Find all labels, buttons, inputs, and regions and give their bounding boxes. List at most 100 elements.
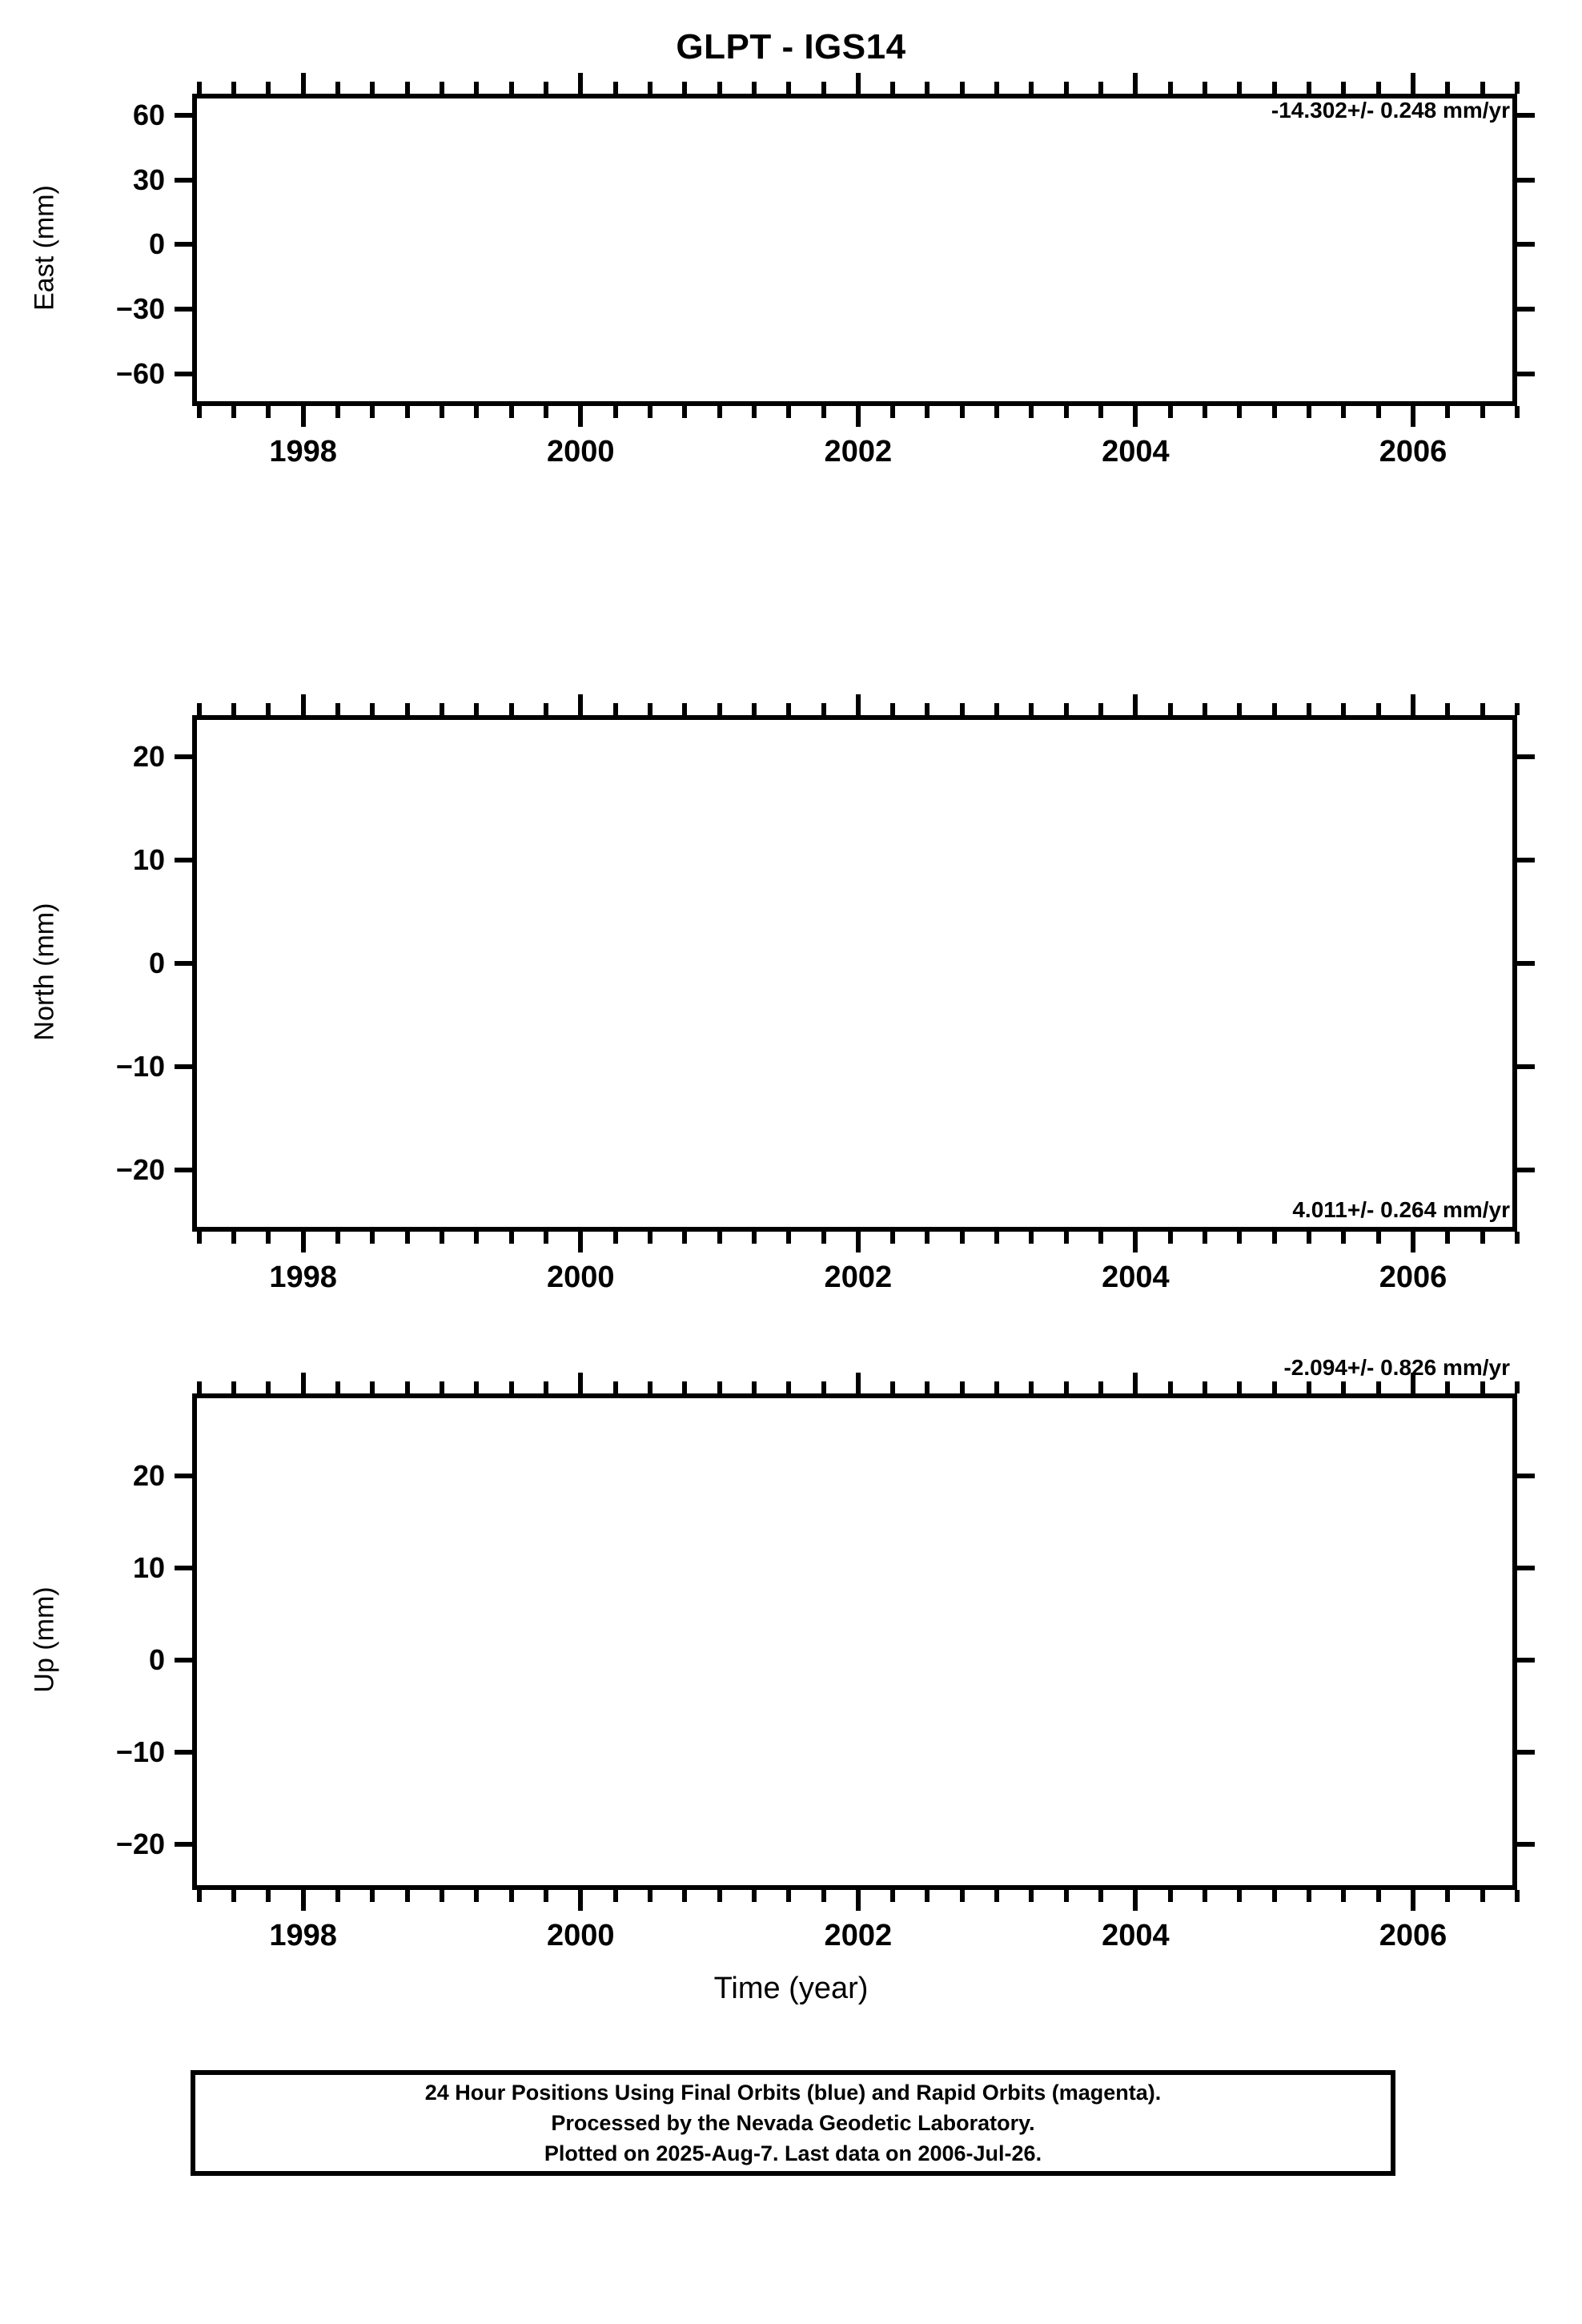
- xtick-mark-top-north: [994, 703, 1000, 715]
- xtick-mark-top-east: [231, 82, 236, 94]
- xtick-mark-up: [959, 1890, 965, 1902]
- xtick-mark-north: [543, 1232, 548, 1244]
- xtick-mark-up: [1480, 1890, 1485, 1902]
- xtick-mark-top-east: [370, 82, 375, 94]
- xtick-mark-east: [300, 406, 306, 427]
- xtick-mark-top-east: [1445, 82, 1451, 94]
- ytick-label-east: 0: [148, 227, 165, 261]
- xtick-mark-up: [404, 1890, 410, 1902]
- ytick-label-north: 0: [148, 946, 165, 979]
- xtick-mark-top-up: [647, 1381, 652, 1393]
- ytick-mark-right-up: [1517, 1657, 1535, 1663]
- xtick-mark-top-up: [439, 1381, 444, 1393]
- xtick-mark-east: [1063, 406, 1069, 418]
- xtick-mark-top-east: [335, 82, 340, 94]
- xtick-mark-up: [266, 1890, 271, 1902]
- xtick-mark-top-north: [1133, 694, 1138, 715]
- xtick-label-east: 2006: [1379, 435, 1447, 468]
- xtick-mark-top-north: [543, 703, 548, 715]
- xtick-mark-top-north: [647, 703, 652, 715]
- xtick-mark-top-up: [994, 1381, 1000, 1393]
- xtick-mark-top-north: [1307, 703, 1312, 715]
- xtick-mark-north: [1203, 1232, 1208, 1244]
- xtick-mark-east: [508, 406, 514, 418]
- xtick-mark-top-east: [682, 82, 688, 94]
- xtick-mark-up: [751, 1890, 757, 1902]
- xtick-mark-top-east: [751, 82, 757, 94]
- xtick-mark-east: [1098, 406, 1104, 418]
- xtick-mark-top-north: [786, 703, 792, 715]
- panel-up-frame: [192, 1393, 1517, 1890]
- xtick-mark-north: [1098, 1232, 1104, 1244]
- xtick-mark-up: [786, 1890, 792, 1902]
- xtick-label-up: 2000: [546, 1919, 615, 1952]
- xtick-mark-top-north: [1480, 703, 1485, 715]
- xtick-mark-east: [196, 406, 202, 418]
- xtick-mark-up: [1411, 1890, 1416, 1911]
- xtick-mark-top-up: [474, 1381, 480, 1393]
- xtick-mark-east: [890, 406, 896, 418]
- xtick-mark-north: [682, 1232, 688, 1244]
- xtick-mark-north: [300, 1232, 306, 1252]
- xtick-mark-north: [1375, 1232, 1381, 1244]
- ytick-mark-east: [175, 242, 192, 247]
- xtick-mark-top-up: [1203, 1381, 1208, 1393]
- xtick-mark-up: [682, 1890, 688, 1902]
- xtick-mark-north: [231, 1232, 236, 1244]
- xtick-mark-top-east: [612, 82, 618, 94]
- xtick-mark-up: [890, 1890, 896, 1902]
- xtick-mark-up: [335, 1890, 340, 1902]
- ytick-label-up: 0: [148, 1642, 165, 1676]
- xtick-mark-up: [508, 1890, 514, 1902]
- xtick-label-east: 2002: [824, 435, 893, 468]
- xtick-mark-north: [1307, 1232, 1312, 1244]
- xtick-mark-east: [1271, 406, 1277, 418]
- xtick-mark-north: [370, 1232, 375, 1244]
- xtick-mark-top-east: [1271, 82, 1277, 94]
- ytick-mark-up: [175, 1749, 192, 1755]
- xtick-mark-top-up: [543, 1381, 548, 1393]
- xtick-mark-top-east: [474, 82, 480, 94]
- xtick-mark-top-north: [266, 703, 271, 715]
- xtick-mark-top-east: [1063, 82, 1069, 94]
- xtick-mark-top-east: [266, 82, 271, 94]
- ytick-mark-up: [175, 1566, 192, 1571]
- xtick-label-up: 2002: [824, 1919, 893, 1952]
- xtick-mark-east: [231, 406, 236, 418]
- ytick-label-up: 10: [132, 1551, 165, 1585]
- ytick-mark-up: [175, 1657, 192, 1663]
- xtick-mark-top-up: [855, 1373, 861, 1393]
- ytick-mark-right-north: [1517, 754, 1535, 759]
- xtick-mark-top-north: [300, 694, 306, 715]
- xtick-mark-top-up: [821, 1381, 826, 1393]
- ytick-mark-right-north: [1517, 960, 1535, 966]
- xtick-mark-top-east: [404, 82, 410, 94]
- xtick-mark-up: [300, 1890, 306, 1911]
- north-rate-annotation: 4.011+/- 0.264 mm/yr: [1292, 1197, 1510, 1222]
- xtick-mark-north: [1167, 1232, 1173, 1244]
- xtick-mark-top-north: [1411, 694, 1416, 715]
- north-axis-label: North (mm): [29, 903, 60, 1040]
- xtick-mark-top-north: [1445, 703, 1451, 715]
- xtick-mark-top-east: [647, 82, 652, 94]
- xtick-mark-east: [855, 406, 861, 427]
- xtick-mark-north: [439, 1232, 444, 1244]
- xtick-mark-top-east: [890, 82, 896, 94]
- ytick-mark-east: [175, 177, 192, 183]
- xtick-label-north: 1998: [269, 1261, 337, 1294]
- xtick-mark-east: [1307, 406, 1312, 418]
- xtick-mark-top-north: [1375, 703, 1381, 715]
- xtick-mark-top-east: [959, 82, 965, 94]
- xtick-mark-top-up: [1445, 1381, 1451, 1393]
- xtick-label-north: 2002: [824, 1261, 893, 1294]
- xtick-mark-top-east: [196, 82, 202, 94]
- ytick-mark-north: [175, 754, 192, 759]
- xtick-mark-east: [439, 406, 444, 418]
- xtick-mark-top-east: [994, 82, 1000, 94]
- xtick-mark-up: [612, 1890, 618, 1902]
- xtick-mark-up: [370, 1890, 375, 1902]
- xtick-mark-north: [1271, 1232, 1277, 1244]
- xtick-mark-north: [1133, 1232, 1138, 1252]
- ytick-label-north: −20: [115, 1152, 165, 1186]
- xtick-mark-up: [1445, 1890, 1451, 1902]
